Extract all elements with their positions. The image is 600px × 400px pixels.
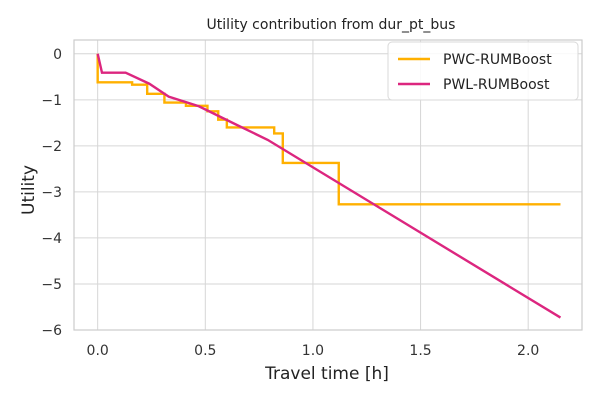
x-tick-label: 1.0 — [302, 343, 324, 359]
y-tick-label: −1 — [41, 93, 62, 109]
chart-title: Utility contribution from dur_pt_bus — [207, 17, 456, 33]
y-tick-label: −3 — [41, 185, 62, 201]
x-tick-label: 0.5 — [194, 343, 216, 359]
legend: PWC-RUMBoost PWL-RUMBoost — [387, 41, 579, 101]
legend-box — [387, 41, 579, 101]
x-tick-label: 0.0 — [87, 343, 109, 359]
y-tick-label: −6 — [41, 323, 62, 339]
plot-area-frame — [73, 39, 583, 331]
axis-ticks: 0.0 0.5 1.0 1.5 2.0 0 −1 −2 −3 −4 −5 −6 — [41, 47, 539, 359]
y-tick-label: −5 — [41, 277, 62, 293]
legend-label-pwl: PWL-RUMBoost — [443, 77, 550, 93]
y-axis-label: Utility — [19, 165, 39, 215]
series-lines — [96, 53, 562, 319]
series-line-pwl — [96, 53, 562, 319]
legend-label-pwc: PWC-RUMBoost — [443, 52, 552, 68]
x-tick-label: 2.0 — [517, 343, 539, 359]
x-tick-label: 1.5 — [409, 343, 431, 359]
y-tick-label: 0 — [53, 47, 62, 63]
x-axis-label: Travel time [h] — [264, 364, 389, 384]
y-tick-label: −4 — [41, 231, 62, 247]
y-tick-label: −2 — [41, 139, 62, 155]
